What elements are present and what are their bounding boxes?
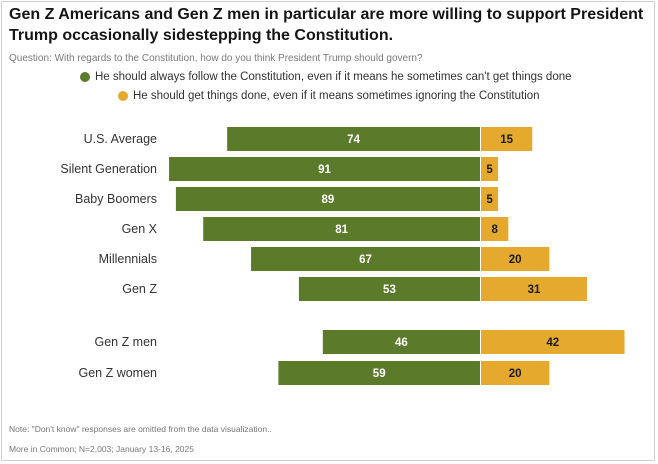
category-label-gen-z: Gen Z <box>122 282 157 296</box>
value-label-follow-constitution-gen-z: 53 <box>383 284 396 296</box>
value-label-get-things-done-baby-boomers: 5 <box>486 194 493 206</box>
bar-get-things-done-millennials <box>481 247 550 271</box>
legend-swatch-green <box>80 72 90 82</box>
value-label-follow-constitution-u-s-average: 74 <box>347 134 360 146</box>
legend-label-get-things-done: He should get things done, even if it me… <box>133 90 540 102</box>
category-label-gen-x: Gen X <box>122 222 158 236</box>
value-label-follow-constitution-gen-z-men: 46 <box>395 337 408 349</box>
chart-title: Gen Z Americans and Gen Z men in particu… <box>9 6 644 44</box>
category-label-gen-z-men: Gen Z men <box>94 335 157 349</box>
bar-follow-constitution-u-s-average <box>227 127 480 151</box>
bar-follow-constitution-gen-z <box>298 277 480 301</box>
category-label-baby-boomers: Baby Boomers <box>75 192 157 206</box>
category-label-millennials: Millennials <box>99 252 157 266</box>
legend-item-get-things-done: He should get things done, even if it me… <box>118 90 540 102</box>
bar-follow-constitution-silent-generation <box>169 157 481 181</box>
value-label-follow-constitution-gen-x: 81 <box>335 224 348 236</box>
category-label-gen-z-women: Gen Z women <box>78 366 157 380</box>
bar-get-things-done-baby-boomers <box>481 187 499 211</box>
value-label-get-things-done-gen-x: 8 <box>491 224 498 236</box>
footnote: Note: "Don't know" responses are omitted… <box>9 424 272 434</box>
value-label-get-things-done-gen-z-women: 20 <box>509 368 522 380</box>
value-label-get-things-done-millennials: 20 <box>509 254 522 266</box>
category-label-u-s-average: U.S. Average <box>84 132 157 146</box>
category-label-silent-generation: Silent Generation <box>60 162 157 176</box>
bar-get-things-done-gen-z-women <box>481 361 550 385</box>
legend-swatch-orange <box>118 91 128 101</box>
value-label-get-things-done-gen-z-men: 42 <box>546 337 559 349</box>
value-label-get-things-done-u-s-average: 15 <box>500 134 513 146</box>
survey-question: Question: With regards to the Constituti… <box>9 53 423 64</box>
value-label-follow-constitution-millennials: 67 <box>359 254 372 266</box>
value-label-get-things-done-gen-z: 31 <box>528 284 541 296</box>
bar-follow-constitution-baby-boomers <box>175 187 480 211</box>
bar-get-things-done-gen-z <box>481 277 587 301</box>
legend-item-follow-constitution: He should always follow the Constitution… <box>80 71 572 83</box>
bar-get-things-done-u-s-average <box>481 127 533 151</box>
source-line: More in Common; N=2,003; January 13-16, … <box>9 444 194 454</box>
bar-get-things-done-silent-generation <box>481 157 499 181</box>
bar-follow-constitution-gen-x <box>203 217 480 241</box>
bar-follow-constitution-gen-z-women <box>278 361 480 385</box>
bar-get-things-done-gen-z-men <box>481 330 625 354</box>
value-label-get-things-done-silent-generation: 5 <box>486 164 493 176</box>
bar-follow-constitution-gen-z-men <box>322 330 480 354</box>
legend-label-follow-constitution: He should always follow the Constitution… <box>95 71 572 83</box>
bar-follow-constitution-millennials <box>251 247 480 271</box>
bar-get-things-done-gen-x <box>481 217 509 241</box>
value-label-follow-constitution-silent-generation: 91 <box>318 164 331 176</box>
value-label-follow-constitution-baby-boomers: 89 <box>322 194 335 206</box>
value-label-follow-constitution-gen-z-women: 59 <box>373 368 386 380</box>
